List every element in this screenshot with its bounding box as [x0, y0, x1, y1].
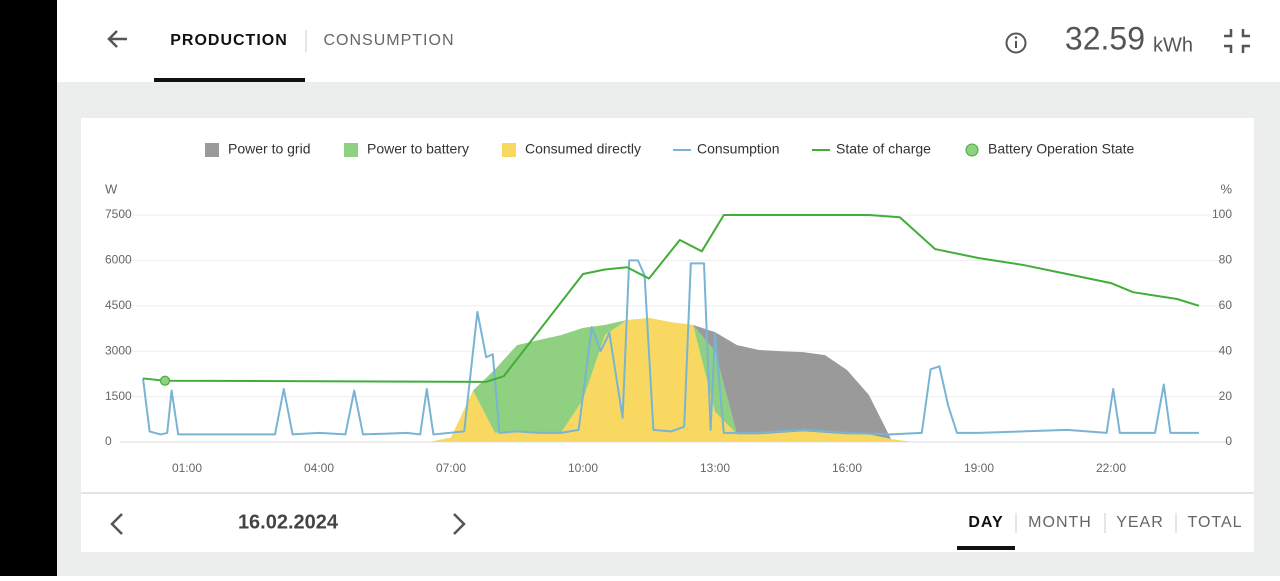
y-tick-label: 3000: [105, 343, 132, 357]
y-tick-label: 7500: [105, 207, 132, 221]
total-unit: kWh: [1153, 34, 1193, 56]
period-day[interactable]: DAY: [968, 514, 1003, 531]
date: 16.02.2024: [238, 511, 339, 533]
area: [429, 317, 913, 442]
tab-consumption[interactable]: CONSUMPTION: [324, 32, 455, 49]
y2-axis-label: %: [1220, 181, 1232, 196]
x-tick-label: 01:00: [172, 461, 202, 475]
tab-production[interactable]: PRODUCTION: [170, 32, 288, 49]
y2-tick-label: 100: [1212, 207, 1232, 221]
info-button[interactable]: [1005, 32, 1027, 54]
prev-day[interactable]: [110, 513, 123, 535]
y2-tick-label: 0: [1225, 434, 1232, 448]
legend-label: Power to grid: [228, 141, 310, 157]
back-button[interactable]: [107, 30, 127, 48]
x-tick-label: 10:00: [568, 461, 598, 475]
period-month[interactable]: MONTH: [1028, 514, 1092, 531]
header: [57, 0, 1280, 82]
x-tick-label: 13:00: [700, 461, 730, 475]
next-day[interactable]: [453, 513, 466, 535]
y-tick-label: 0: [105, 434, 112, 448]
x-tick-label: 22:00: [1096, 461, 1126, 475]
y-axis-label: W: [105, 181, 118, 196]
line: [142, 259, 1199, 436]
y-tick-label: 4500: [105, 298, 132, 312]
total-value: 32.59: [1065, 20, 1145, 56]
period-year[interactable]: YEAR: [1116, 514, 1164, 531]
collapse-button[interactable]: [1224, 29, 1250, 53]
period-indicator: [957, 546, 1015, 550]
x-tick-label: 19:00: [964, 461, 994, 475]
legend-label: State of charge: [836, 141, 931, 157]
area: [429, 317, 913, 442]
y2-tick-label: 60: [1219, 298, 1233, 312]
legend-label: Battery Operation State: [988, 141, 1135, 157]
y2-tick-label: 80: [1219, 253, 1233, 267]
tab-indicator: [154, 78, 305, 82]
plot: 0 1500 3000 4500 6000 7500 0 20 40 60 80 100 01:00 04…: [105, 207, 1232, 475]
legend-label: Consumed directly: [525, 141, 641, 157]
y2-tick-label: 40: [1219, 343, 1233, 357]
y-tick-label: 1500: [105, 389, 132, 403]
legend-swatch: [965, 143, 979, 157]
y2-tick-label: 20: [1219, 389, 1233, 403]
period-total[interactable]: TOTAL: [1187, 514, 1242, 531]
legend-label: Consumption: [697, 141, 780, 157]
legend-swatch: [502, 143, 516, 157]
x-tick-label: 07:00: [436, 461, 466, 475]
legend-label: Power to battery: [367, 141, 469, 157]
legend-swatch: [344, 143, 358, 157]
left-bar: [0, 0, 57, 576]
legend-swatch: [205, 143, 219, 157]
area: [429, 317, 913, 442]
y-tick-label: 6000: [105, 253, 132, 267]
x-tick-label: 16:00: [832, 461, 862, 475]
x-tick-label: 04:00: [304, 461, 334, 475]
line: [142, 214, 1200, 383]
point: [159, 375, 171, 386]
